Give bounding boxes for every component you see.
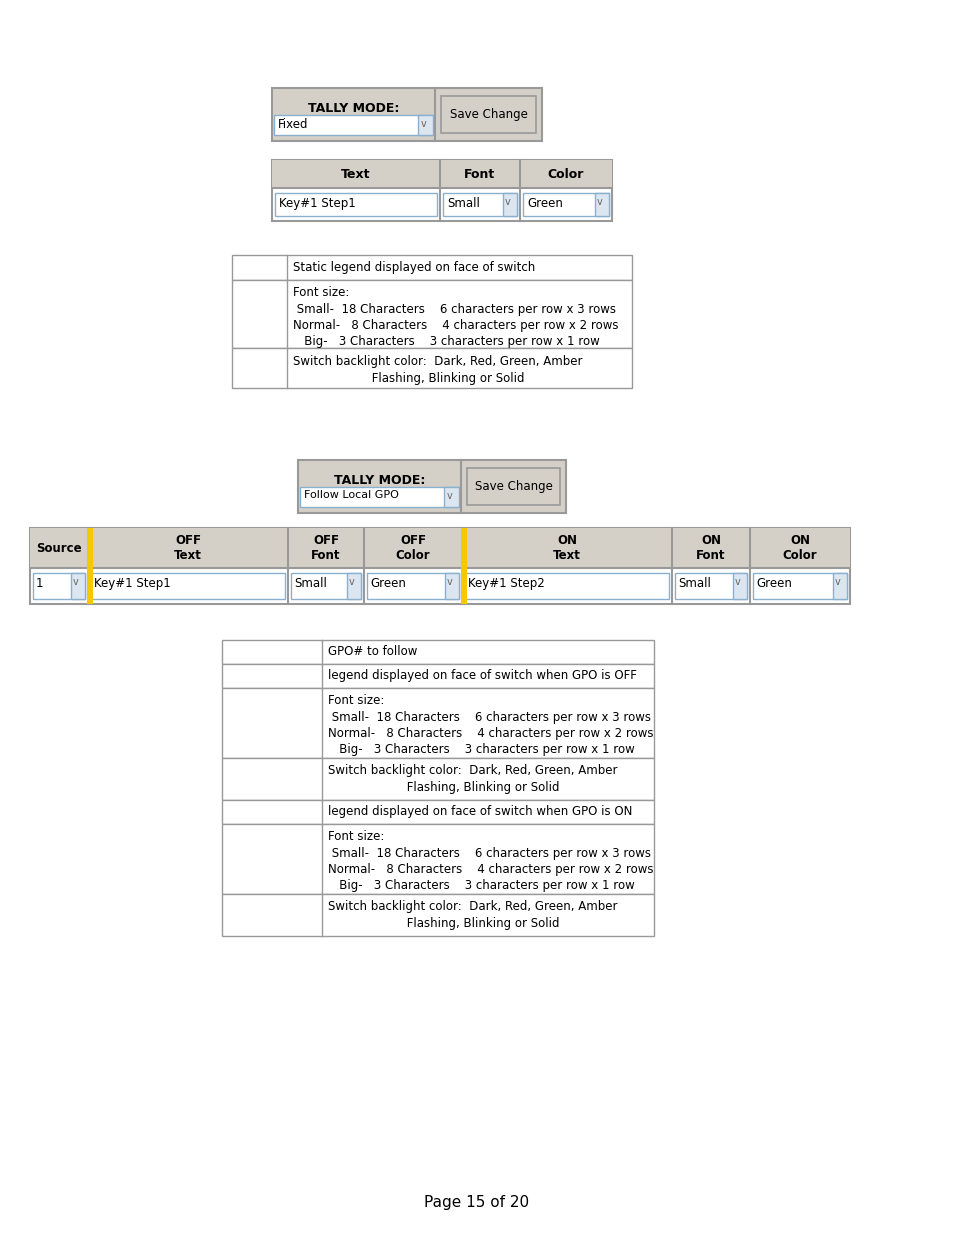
Text: Switch backlight color:  Dark, Red, Green, Amber
                     Flashing, : Switch backlight color: Dark, Red, Green… xyxy=(328,764,617,794)
Text: Green: Green xyxy=(755,577,791,590)
Text: Small: Small xyxy=(678,577,710,590)
Bar xyxy=(460,529,467,604)
Text: Page 15 of 20: Page 15 of 20 xyxy=(424,1195,529,1210)
Text: Save Change: Save Change xyxy=(474,480,552,493)
Bar xyxy=(832,573,846,599)
Bar xyxy=(87,529,92,604)
Bar xyxy=(675,573,746,599)
Text: ON
Font: ON Font xyxy=(696,534,725,562)
Bar xyxy=(33,573,85,599)
Text: ON
Text: ON Text xyxy=(553,534,580,562)
Text: TALLY MODE:: TALLY MODE: xyxy=(308,103,398,115)
Bar xyxy=(272,161,612,188)
Bar xyxy=(522,193,608,216)
Text: v: v xyxy=(734,577,740,587)
Bar xyxy=(222,800,654,824)
Text: OFF
Text: OFF Text xyxy=(173,534,202,562)
Bar xyxy=(444,573,458,599)
Text: v: v xyxy=(597,198,602,207)
Text: Font: Font xyxy=(464,168,496,180)
Bar xyxy=(232,254,631,280)
Text: v: v xyxy=(349,577,355,587)
Bar xyxy=(222,824,654,894)
Text: Green: Green xyxy=(370,577,405,590)
Text: v: v xyxy=(504,198,510,207)
Text: 1: 1 xyxy=(36,577,44,590)
Text: Follow Local GPO: Follow Local GPO xyxy=(304,490,398,500)
Text: Small: Small xyxy=(447,198,479,210)
Text: Small: Small xyxy=(294,577,327,590)
Text: Switch backlight color:  Dark, Red, Green, Amber
                     Flashing, : Switch backlight color: Dark, Red, Green… xyxy=(293,354,582,385)
Text: TALLY MODE:: TALLY MODE: xyxy=(334,474,425,487)
Text: OFF
Font: OFF Font xyxy=(311,534,340,562)
Bar xyxy=(274,193,436,216)
Bar xyxy=(367,573,458,599)
Bar xyxy=(752,573,846,599)
Text: Key#1 Step1: Key#1 Step1 xyxy=(278,198,355,210)
Bar xyxy=(272,161,612,221)
Text: Key#1 Step2: Key#1 Step2 xyxy=(468,577,544,590)
Bar xyxy=(595,193,608,216)
Bar xyxy=(71,573,85,599)
Bar xyxy=(291,573,360,599)
Text: Font size:
 Small-  18 Characters    6 characters per row x 3 rows
Normal-   8 C: Font size: Small- 18 Characters 6 charac… xyxy=(293,287,618,348)
Bar xyxy=(274,115,433,135)
Bar xyxy=(440,96,536,133)
Text: v: v xyxy=(420,119,426,128)
Bar xyxy=(272,88,541,141)
Text: v: v xyxy=(447,577,453,587)
Bar xyxy=(732,573,746,599)
Text: GPO# to follow: GPO# to follow xyxy=(328,645,416,658)
Bar xyxy=(222,688,654,758)
Bar xyxy=(502,193,517,216)
Bar xyxy=(222,640,654,664)
Text: v: v xyxy=(834,577,840,587)
Bar xyxy=(30,529,849,604)
Bar xyxy=(91,573,285,599)
Text: Text: Text xyxy=(341,168,371,180)
Bar xyxy=(222,664,654,688)
Text: Switch backlight color:  Dark, Red, Green, Amber
                     Flashing, : Switch backlight color: Dark, Red, Green… xyxy=(328,900,617,930)
Bar xyxy=(443,487,458,508)
Bar xyxy=(464,573,668,599)
Text: Source: Source xyxy=(36,541,82,555)
Text: Green: Green xyxy=(526,198,562,210)
Bar xyxy=(232,280,631,348)
Text: v: v xyxy=(73,577,79,587)
Bar xyxy=(442,193,517,216)
Bar xyxy=(297,459,565,513)
Bar xyxy=(347,573,360,599)
Text: Save Change: Save Change xyxy=(449,107,527,121)
Text: Key#1 Step1: Key#1 Step1 xyxy=(94,577,171,590)
Bar xyxy=(417,115,433,135)
Text: Color: Color xyxy=(547,168,583,180)
Bar xyxy=(467,468,559,505)
Text: Static legend displayed on face of switch: Static legend displayed on face of switc… xyxy=(293,261,535,274)
Text: Fixed: Fixed xyxy=(277,119,308,131)
Text: OFF
Color: OFF Color xyxy=(395,534,430,562)
Bar xyxy=(222,758,654,800)
Text: Font size:
 Small-  18 Characters    6 characters per row x 3 rows
Normal-   8 C: Font size: Small- 18 Characters 6 charac… xyxy=(328,694,653,757)
Bar xyxy=(222,894,654,936)
Bar xyxy=(30,529,849,568)
Bar xyxy=(299,487,458,508)
Bar xyxy=(232,348,631,388)
Text: ON
Color: ON Color xyxy=(781,534,817,562)
Text: legend displayed on face of switch when GPO is OFF: legend displayed on face of switch when … xyxy=(328,669,637,682)
Text: legend displayed on face of switch when GPO is ON: legend displayed on face of switch when … xyxy=(328,805,632,818)
Text: v: v xyxy=(447,492,453,501)
Text: Font size:
 Small-  18 Characters    6 characters per row x 3 rows
Normal-   8 C: Font size: Small- 18 Characters 6 charac… xyxy=(328,830,653,893)
